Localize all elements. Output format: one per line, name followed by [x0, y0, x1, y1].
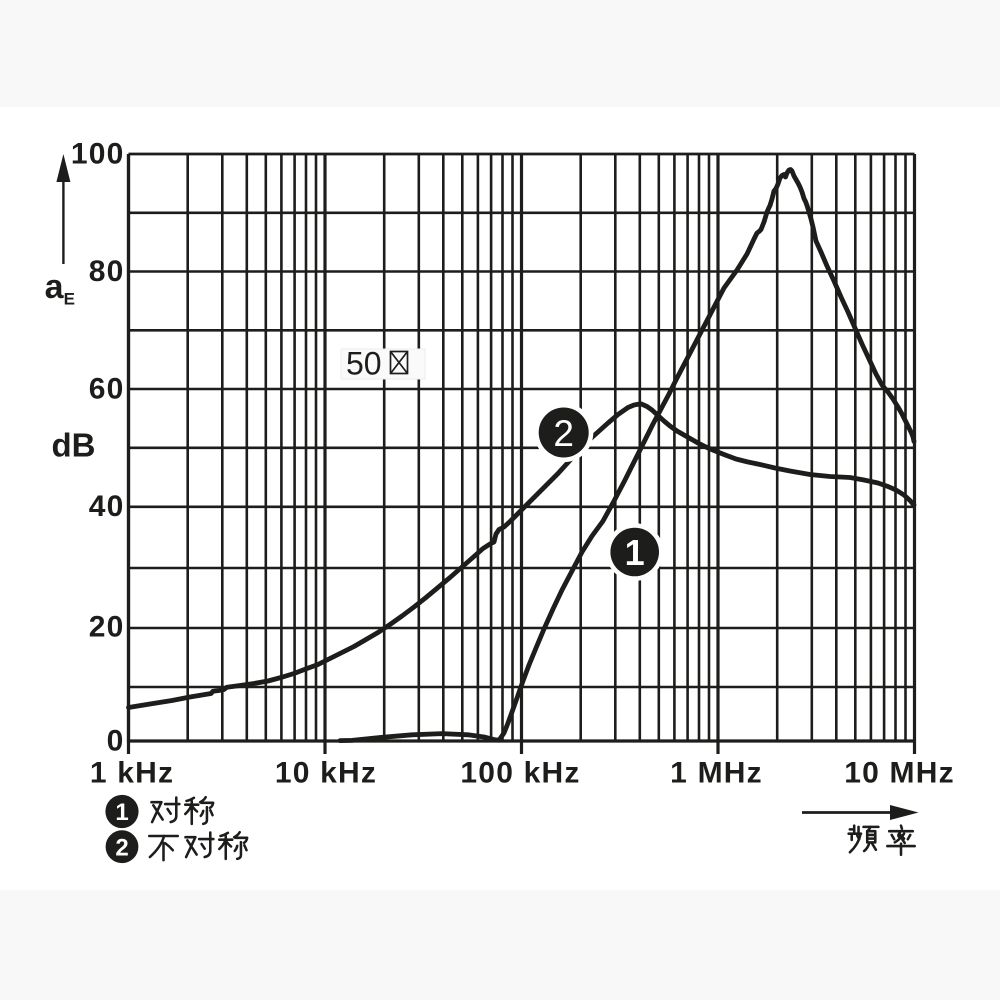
- svg-text:0: 0: [107, 725, 125, 758]
- svg-text:80: 80: [89, 255, 125, 288]
- svg-text:1: 1: [625, 532, 645, 573]
- svg-text:1 MHz: 1 MHz: [670, 757, 763, 790]
- svg-text:E: E: [64, 290, 75, 309]
- svg-text:dB: dB: [52, 427, 96, 464]
- svg-text:2: 2: [553, 413, 574, 454]
- svg-text:1: 1: [115, 799, 128, 826]
- svg-text:2: 2: [115, 834, 128, 861]
- svg-text:60: 60: [89, 373, 125, 406]
- svg-text:50: 50: [346, 346, 382, 382]
- svg-text:1 kHz: 1 kHz: [90, 757, 174, 790]
- svg-text:a: a: [45, 268, 65, 306]
- svg-text:40: 40: [89, 490, 125, 523]
- svg-text:20: 20: [89, 611, 125, 644]
- svg-text:10 kHz: 10 kHz: [275, 757, 377, 790]
- svg-text:100: 100: [71, 138, 125, 171]
- svg-text:100 kHz: 100 kHz: [460, 757, 580, 790]
- svg-text:10 MHz: 10 MHz: [844, 757, 955, 790]
